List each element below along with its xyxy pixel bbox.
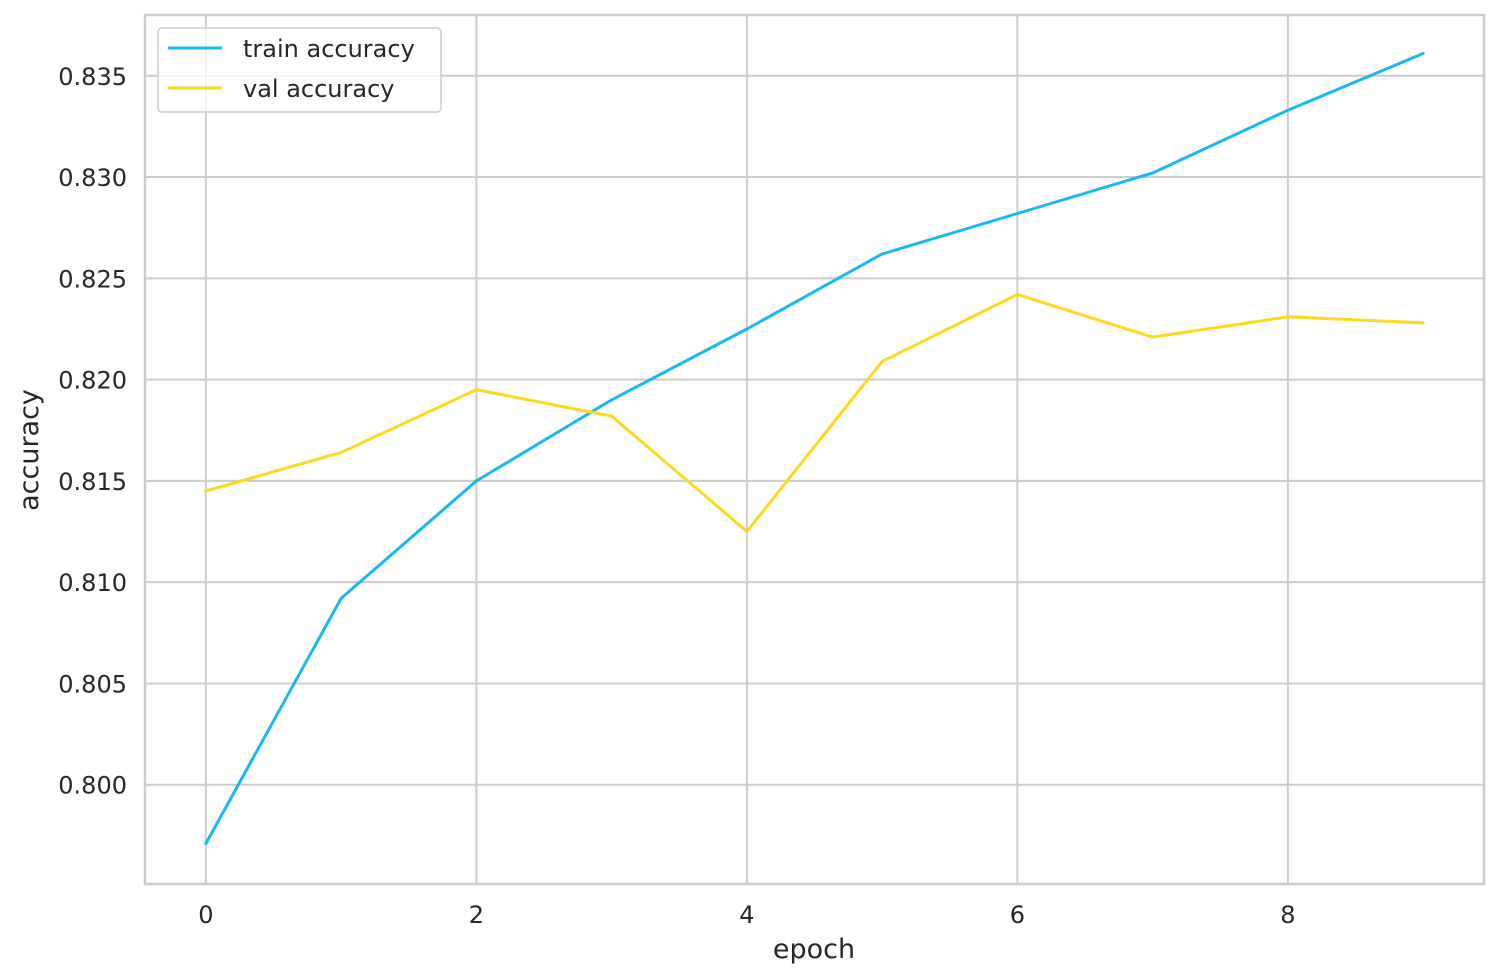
- x-tick-label: 6: [1010, 901, 1025, 929]
- series-line-train-accuracy: [204, 52, 1424, 845]
- data-point-train-accuracy: [204, 841, 208, 845]
- legend-box: [157, 27, 442, 113]
- legend-label-train-accuracy: train accuracy: [243, 35, 415, 63]
- y-tick-label: 0.820: [58, 367, 127, 395]
- data-point-val-accuracy: [1421, 321, 1425, 325]
- x-axis-label: epoch: [773, 934, 855, 965]
- data-point-train-accuracy: [339, 596, 343, 600]
- x-tick-labels: 0 2 4 6 8: [198, 901, 1295, 929]
- y-tick-label: 0.810: [58, 569, 127, 597]
- data-point-val-accuracy: [880, 359, 884, 363]
- data-point-val-accuracy: [204, 489, 208, 493]
- y-tick-label: 0.800: [58, 772, 127, 800]
- plot-background: [145, 15, 1484, 884]
- y-axis-label: accuracy: [14, 389, 45, 511]
- data-point-train-accuracy: [1421, 51, 1425, 55]
- series-layer: [204, 51, 1425, 845]
- data-point-val-accuracy: [610, 414, 614, 418]
- data-point-train-accuracy: [880, 252, 884, 256]
- data-point-val-accuracy: [745, 530, 749, 534]
- data-point-val-accuracy: [1015, 293, 1019, 297]
- plot-frame: [143, 13, 1486, 886]
- y-tick-label: 0.805: [58, 670, 127, 698]
- data-point-val-accuracy: [1286, 315, 1290, 319]
- y-tick-label: 0.835: [58, 63, 127, 91]
- data-point-val-accuracy: [1151, 335, 1155, 339]
- series-line-val-accuracy: [205, 293, 1424, 533]
- data-point-val-accuracy: [339, 451, 343, 455]
- x-tick-label: 4: [739, 901, 754, 929]
- data-point-train-accuracy: [1015, 212, 1019, 216]
- x-tick-label: 8: [1280, 901, 1295, 929]
- data-point-train-accuracy: [1286, 108, 1290, 112]
- data-point-train-accuracy: [745, 327, 749, 331]
- legend-label-val-accuracy: val accuracy: [243, 75, 395, 103]
- data-point-val-accuracy: [474, 388, 478, 392]
- y-tick-label: 0.830: [58, 164, 127, 192]
- y-tick-label: 0.815: [58, 468, 127, 496]
- data-point-train-accuracy: [610, 398, 614, 402]
- y-tick-labels: 0.800 0.805 0.810 0.815 0.820 0.825 0.830 0.835: [58, 63, 127, 800]
- legend: train accuracy val accuracy: [157, 27, 442, 113]
- data-point-train-accuracy: [474, 479, 478, 483]
- grid-lines: [145, 15, 1484, 884]
- y-tick-label: 0.825: [58, 265, 127, 293]
- x-tick-label: 2: [469, 901, 484, 929]
- data-point-train-accuracy: [1151, 171, 1155, 175]
- x-tick-label: 0: [198, 901, 213, 929]
